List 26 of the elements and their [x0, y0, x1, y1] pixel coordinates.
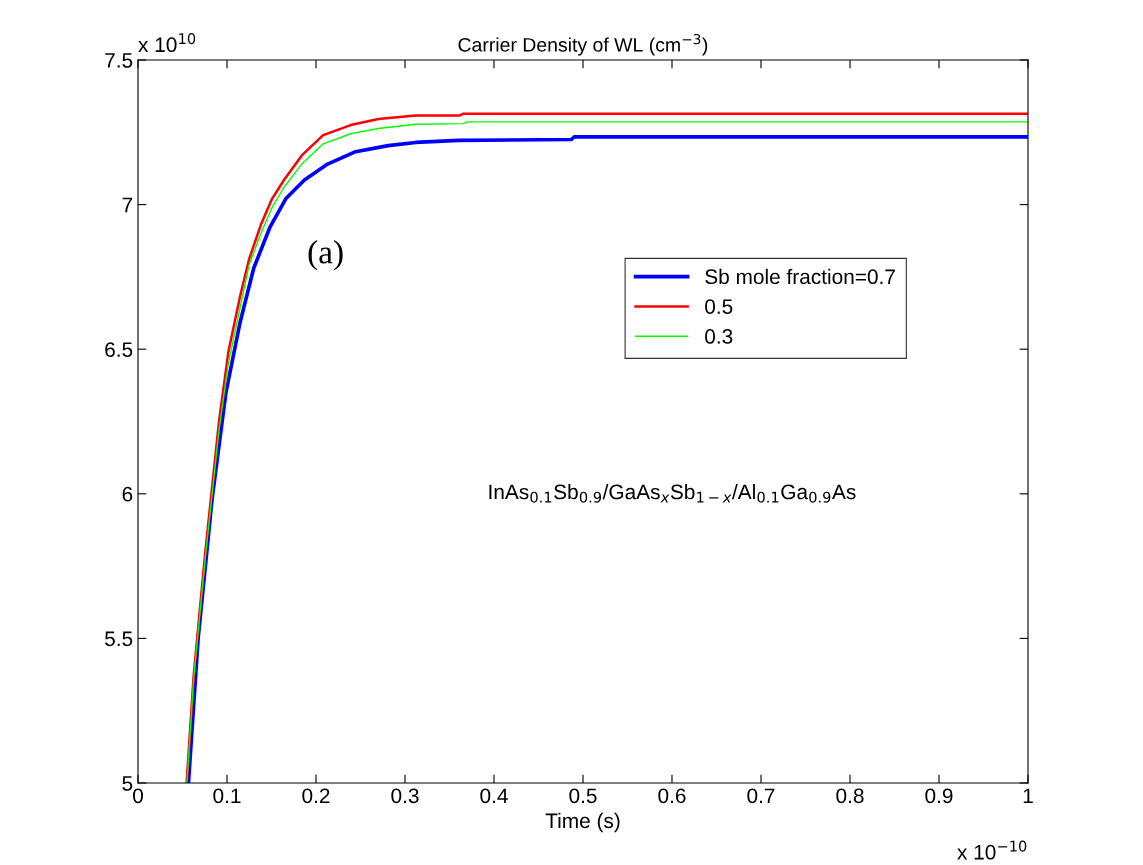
- x-axis-title: Time (s): [545, 812, 620, 833]
- legend-label: 0.3: [705, 329, 733, 344]
- y-tick-label: 5.5: [105, 631, 133, 647]
- x-tick-label: 0.2: [302, 788, 330, 804]
- x-tick-label: 1: [1023, 788, 1033, 803]
- x-tick-label: 0.1: [213, 788, 241, 804]
- legend-label: Sb mole fraction=0.7: [705, 268, 895, 285]
- x-tick-label: 0.6: [658, 788, 686, 804]
- x-tick-label: 0.8: [836, 788, 864, 804]
- annotation: (a): [308, 240, 343, 271]
- y-tick-label: 7.5: [105, 53, 133, 68]
- y-tick-label: 6.5: [105, 342, 133, 357]
- chart-title: Carrier Density of WL (cm$^{−3}$): [458, 33, 708, 56]
- y-tick-label: 7: [122, 197, 133, 213]
- x-tick-label: 0: [133, 788, 143, 804]
- x-tick-label: 0.9: [925, 788, 953, 804]
- x-tick-label: 0.5: [569, 788, 597, 804]
- legend-label: 0.5: [705, 299, 733, 314]
- text: x 10$^{−10}$: [957, 840, 1027, 860]
- y-tick-label: 5: [122, 776, 133, 791]
- y-tick-label: 6: [122, 486, 133, 502]
- x-tick-label: 0.3: [391, 788, 419, 804]
- text: x 10$^{10}$: [138, 33, 196, 53]
- text: InAs$_{0.1}$Sb$_{0.9}$/GaAs$_{x}$Sb$_{1−x}$/Al$_{0.1}$Ga$_{0.9}$As: [489, 483, 856, 503]
- x-tick-label: 0.4: [480, 788, 508, 804]
- x-tick-label: 0.7: [747, 788, 775, 804]
